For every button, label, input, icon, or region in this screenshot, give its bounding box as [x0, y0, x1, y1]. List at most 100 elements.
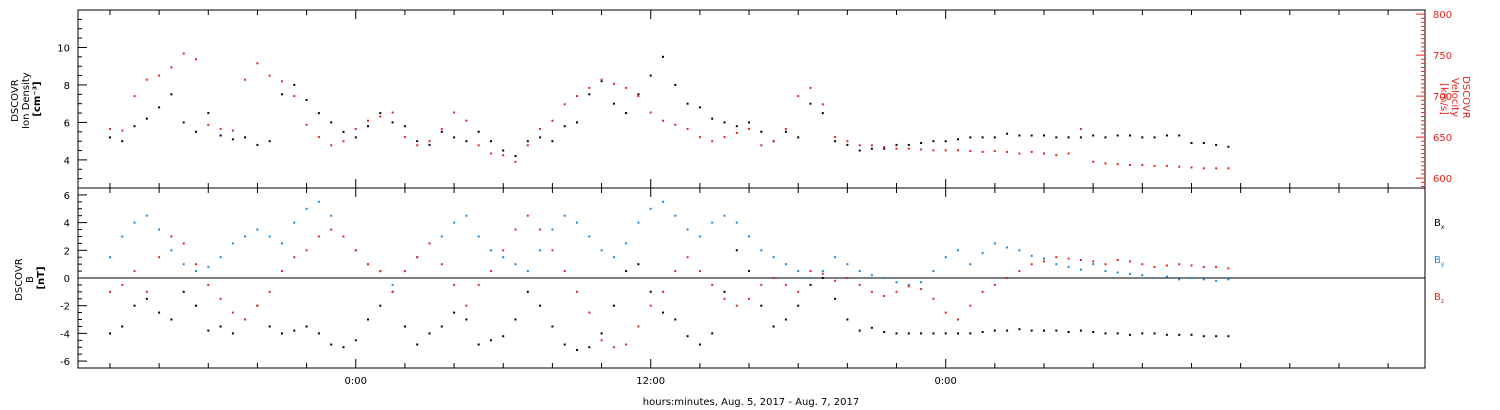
point-velocity — [846, 140, 849, 143]
point-bx — [281, 332, 283, 335]
point-bz — [797, 290, 800, 293]
point-bz — [723, 297, 726, 300]
point-bz — [870, 290, 873, 293]
point-density — [1006, 132, 1009, 135]
point-velocity — [1178, 165, 1181, 168]
point-velocity — [944, 149, 947, 152]
point-bx — [1129, 333, 1131, 336]
point-density — [1227, 145, 1230, 148]
point-bz — [711, 283, 714, 286]
point-density — [1215, 143, 1218, 146]
point-velocity — [428, 140, 431, 143]
point-bz — [576, 290, 578, 293]
point-density — [293, 83, 296, 86]
point-by — [1227, 278, 1230, 281]
point-bx — [637, 263, 640, 266]
point-density — [170, 93, 173, 96]
point-velocity — [1202, 167, 1205, 170]
point-density — [195, 130, 197, 133]
x-tick-label: 12:00 — [636, 376, 665, 387]
point-bx — [1043, 329, 1045, 332]
point-bz — [293, 256, 296, 259]
point-density — [207, 112, 210, 115]
point-by — [551, 228, 554, 231]
point-velocity — [330, 144, 333, 147]
point-bx — [182, 290, 185, 293]
point-bx — [858, 329, 861, 332]
point-by — [944, 256, 947, 259]
field-axis-label: DSCOVR B [nT] — [14, 255, 47, 301]
point-by — [526, 270, 529, 273]
point-density — [1018, 134, 1021, 137]
velocity-tick-label: 750 — [1433, 51, 1452, 62]
velocity-tick-label: 800 — [1433, 10, 1452, 21]
point-density — [858, 149, 861, 152]
field-tick-label: 0 — [64, 274, 70, 285]
point-velocity — [834, 136, 837, 139]
point-bx — [465, 318, 468, 321]
field-tick-label: 4 — [64, 219, 70, 230]
point-by — [625, 242, 628, 245]
point-bz — [563, 270, 566, 273]
point-by — [846, 263, 849, 266]
point-by — [1165, 275, 1168, 278]
point-bx — [748, 270, 750, 273]
point-bz — [1202, 265, 1205, 268]
field-points — [109, 200, 1230, 351]
point-bz — [1153, 265, 1156, 268]
x-tick-label: 0:00 — [345, 376, 367, 387]
point-bz — [526, 214, 529, 217]
point-density — [539, 136, 542, 139]
point-density — [920, 142, 923, 144]
point-by — [465, 214, 468, 217]
density-tick-label: 4 — [64, 156, 70, 167]
point-by — [1030, 254, 1033, 257]
point-bz — [932, 297, 935, 300]
point-bz — [772, 277, 775, 279]
point-bx — [342, 346, 345, 349]
point-velocity — [920, 148, 923, 151]
point-bx — [612, 304, 615, 307]
point-by — [760, 249, 763, 252]
point-bx — [379, 304, 382, 307]
point-bz — [182, 242, 185, 245]
point-bx — [1190, 333, 1193, 336]
point-velocity — [465, 119, 468, 122]
point-density — [883, 147, 886, 150]
point-bz — [342, 235, 345, 238]
point-density — [403, 125, 406, 128]
point-by — [883, 277, 886, 279]
point-bz — [686, 256, 689, 259]
point-velocity — [207, 123, 210, 126]
point-bz — [477, 283, 480, 286]
point-by — [576, 221, 578, 224]
point-by — [330, 214, 333, 217]
point-bz — [969, 304, 972, 307]
point-velocity — [367, 119, 369, 122]
point-bz — [109, 290, 111, 293]
point-bz — [207, 283, 210, 286]
point-bx — [1006, 329, 1009, 332]
field-tick-label: -6 — [60, 357, 70, 368]
point-density — [551, 140, 554, 143]
field-legend: Bx By Bz — [1434, 218, 1445, 305]
density-tick-label: 6 — [64, 118, 70, 129]
point-velocity — [305, 123, 308, 126]
point-velocity — [723, 136, 726, 139]
point-bz — [1006, 277, 1009, 279]
point-velocity — [1079, 127, 1082, 130]
density-y-axis: 4 6 8 10 — [57, 18, 87, 180]
point-bz — [195, 263, 197, 266]
point-density — [735, 125, 738, 128]
point-density — [662, 55, 664, 58]
point-by — [1006, 246, 1009, 249]
point-bx — [489, 339, 492, 342]
point-bz — [920, 288, 923, 291]
point-by — [612, 256, 615, 259]
point-by — [1141, 274, 1144, 277]
point-velocity — [1129, 164, 1131, 166]
point-by — [686, 228, 689, 231]
point-density — [256, 143, 259, 146]
point-bz — [170, 235, 173, 238]
point-velocity — [809, 86, 812, 89]
